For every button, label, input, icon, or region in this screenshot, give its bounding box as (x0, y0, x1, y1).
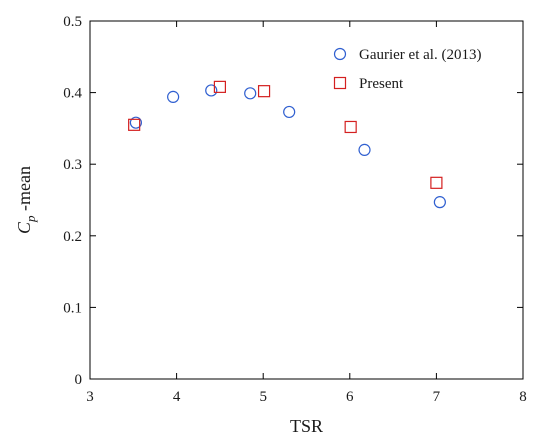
y-axis-label: Cp -mean (14, 166, 38, 234)
tick-labels: 3 4 5 6 7 8 0 0.1 0.2 0.3 0.4 0.5 (63, 14, 527, 405)
circle-data-point (167, 90, 180, 103)
y-tick-label: 0.1 (63, 300, 82, 316)
y-tick-label: 0.2 (63, 229, 82, 245)
data-series (128, 80, 446, 209)
axis-ticks (89, 20, 524, 380)
legend-label: Present (359, 76, 404, 92)
circle-data-point (129, 116, 142, 129)
circle-data-point (283, 105, 296, 119)
y-tick-label: 0.5 (63, 14, 82, 30)
circle-data-point (358, 143, 371, 156)
legend: Gaurier et al. (2013) Present (333, 47, 481, 92)
y-axis-label-base: C (14, 221, 34, 234)
square-data-point (128, 118, 141, 131)
x-tick-label: 6 (346, 389, 354, 405)
x-tick-label: 8 (519, 389, 527, 405)
circle-data-point (244, 87, 257, 100)
circle-data-point (205, 84, 218, 97)
y-tick-label: 0.4 (63, 86, 82, 102)
legend-circle-icon (333, 47, 347, 61)
x-tick-label: 5 (259, 389, 267, 405)
series-square-markers (128, 80, 443, 189)
square-data-point (430, 176, 443, 189)
square-data-point (257, 85, 271, 98)
square-data-point (344, 120, 357, 134)
x-axis-label: TSR (290, 416, 323, 436)
x-tick-label: 7 (433, 389, 441, 405)
plot-frame (89, 20, 524, 380)
x-tick-label: 3 (86, 389, 94, 405)
legend-square-icon (333, 76, 347, 90)
y-axis-label-subscript: p (23, 215, 38, 223)
y-tick-label: 0 (75, 372, 83, 388)
series-circle-markers (129, 84, 446, 209)
y-axis-label-suffix: -mean (14, 166, 34, 215)
legend-label: Gaurier et al. (2013) (359, 47, 481, 63)
x-tick-label: 4 (173, 389, 181, 405)
circle-data-point (433, 196, 446, 209)
square-data-point (213, 80, 226, 93)
y-tick-label: 0.3 (63, 157, 82, 173)
